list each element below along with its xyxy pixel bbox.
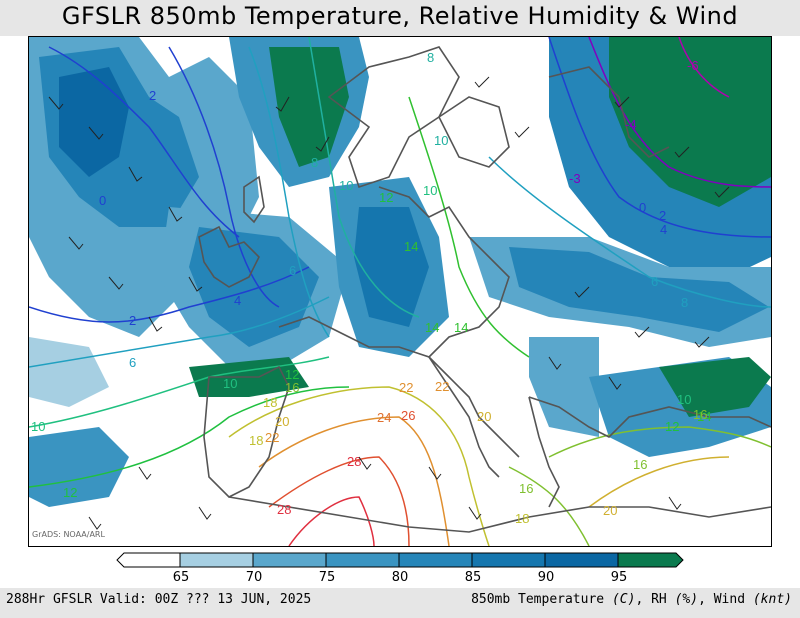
contour-label: 14 [697,409,711,424]
contour-label: 8 [311,155,318,170]
contour-label: 16 [285,380,299,395]
colorbar-tick-label: 80 [391,570,409,585]
colorbar-tick-label: 85 [464,570,482,585]
coastlines [198,46,771,533]
contour-label: 8 [681,295,688,310]
colorbar-segment [617,552,684,568]
colorbar-segment [116,552,181,568]
contour-label: 4 [660,222,667,237]
rh-shading [29,37,771,507]
colorbar-tick-label: 65 [172,570,190,585]
contour-label: 6 [651,274,658,289]
contour-label: 2 [129,313,136,328]
map-panel: -6 -4 -3 2 0 2 4 2 0 4 6 6 8 6 8 8 10 10… [28,36,772,547]
contour-label: 6 [289,263,296,278]
contour-label: 24 [377,410,391,425]
contour-label: 18 [249,433,263,448]
contour-label: 12 [379,190,393,205]
contour-label: 8 [427,50,434,65]
contour-label: 26 [401,408,415,423]
weather-map: -6 -4 -3 2 0 2 4 2 0 4 6 6 8 6 8 8 10 10… [29,37,771,546]
map-title: GFSLR 850mb Temperature, Relative Humidi… [61,2,739,30]
title-bar [0,0,800,36]
footer-bar [0,588,800,618]
wind-label: Wind [713,592,746,607]
contour-label: 10 [339,178,353,193]
contour-label: 6 [129,355,136,370]
contour-label: 2 [659,208,666,223]
contour-label: -6 [687,58,699,73]
colorbar-segment [544,552,619,568]
contour-label: 22 [399,380,413,395]
contour-label: 0 [99,193,106,208]
colorbar-tick-label: 75 [318,570,336,585]
contour-label: 18 [515,511,529,526]
wind-unit: (knt) [752,592,792,607]
valid-time-text: 288Hr GFSLR Valid: 00Z ??? 13 JUN, 2025 [6,592,312,607]
contour-label: 22 [435,379,449,394]
contour-label: 20 [603,503,617,518]
contour-label: 14 [425,320,439,335]
contour-label: 4 [234,293,241,308]
rh-unit: (%) [674,592,699,607]
contour-label: 2 [149,88,156,103]
contour-label: -3 [569,171,581,186]
contour-label: 0 [639,200,646,215]
contour-label: 10 [31,419,45,434]
contour-label: 10 [434,133,448,148]
contour-label: 22 [265,430,279,445]
temperature-contours [29,37,771,546]
contour-label: 20 [477,409,491,424]
colorbar-segment [471,552,546,568]
colorbar-segment [398,552,473,568]
rh-label: RH [651,592,667,607]
wind-barbs [48,76,730,530]
contour-label: 18 [263,395,277,410]
temperature-unit: (C) [611,592,636,607]
colorbar-tick-label: 70 [245,570,263,585]
contour-label: 16 [519,481,533,496]
colorbar-tick-label: 95 [610,570,628,585]
contour-label: 10 [677,392,691,407]
contour-label: 12 [63,485,77,500]
contour-label: 28 [347,454,361,469]
contour-label: 14 [404,239,418,254]
colorbar-tick-label: 90 [537,570,555,585]
contour-label: -4 [625,117,637,132]
contour-label: 28 [277,502,291,517]
contour-label: 10 [423,183,437,198]
contour-label: 12 [285,367,299,382]
temperature-label: 850mb Temperature [471,592,605,607]
credit-text: GrADS: NOAA/ARL [32,530,105,539]
colorbar-segment [179,552,254,568]
contour-label: 16 [633,457,647,472]
contour-label: 16 [693,407,707,422]
contour-label: 20 [275,414,289,429]
variables-legend-text: 850mb Temperature (C), RH (%), Wind (knt… [471,592,792,607]
contour-label: 12 [665,419,679,434]
contour-labels: -6 -4 -3 2 0 2 4 2 0 4 6 6 8 6 8 8 10 10… [31,50,711,526]
colorbar-segment [325,552,400,568]
contour-label: 14 [454,320,468,335]
contour-label: 10 [223,376,237,391]
colorbar-segment [252,552,327,568]
rh-colorbar [116,552,684,568]
